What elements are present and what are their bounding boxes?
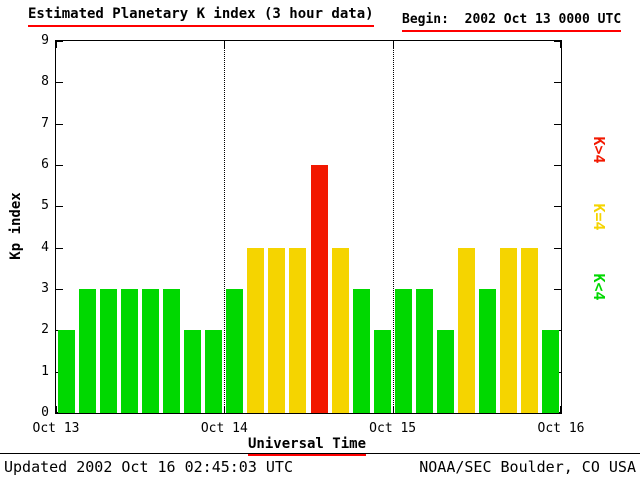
- legend-k-eq-4: K=4: [590, 203, 608, 231]
- y-tick-mark: [554, 165, 561, 166]
- kp-bar: [226, 289, 244, 413]
- y-tick-label: 7: [41, 115, 49, 131]
- kp-bar: [184, 330, 202, 413]
- y-tick-mark: [554, 41, 561, 42]
- legend-k-gt-4: K>4: [590, 136, 608, 164]
- kp-bar: [415, 289, 433, 413]
- x-tick-mark: [560, 41, 561, 48]
- x-tick-mark: [560, 406, 561, 413]
- kp-bar: [310, 165, 328, 413]
- y-tick-mark: [554, 123, 561, 125]
- kp-bar: [457, 247, 475, 413]
- kp-bar: [247, 247, 265, 413]
- begin-timestamp-label: Begin: 2002 Oct 13 0000 UTC: [402, 12, 622, 32]
- y-tick-mark: [56, 247, 63, 249]
- kp-bar: [520, 247, 538, 413]
- kp-bar: [121, 289, 139, 413]
- y-tick-mark: [56, 165, 63, 166]
- y-tick-mark: [56, 289, 63, 290]
- kp-bar: [142, 289, 160, 413]
- day-gridline: [224, 41, 226, 413]
- kp-bar: [352, 289, 370, 413]
- y-tick-mark: [56, 123, 63, 125]
- chart-title: Estimated Planetary K index (3 hour data…: [28, 6, 374, 27]
- kp-bar: [163, 289, 181, 413]
- y-tick-label: 9: [41, 33, 49, 48]
- kp-bar: [79, 289, 97, 413]
- x-tick-mark: [56, 41, 57, 48]
- day-gridline: [392, 41, 394, 413]
- y-axis-title: Kp index: [8, 192, 24, 260]
- x-tick-label: Oct 15: [369, 421, 417, 436]
- y-tick-mark: [56, 82, 63, 84]
- x-tick-label: Oct 14: [200, 421, 248, 436]
- x-tick-mark: [56, 406, 57, 413]
- kp-bar: [268, 247, 286, 413]
- y-tick-label: 3: [41, 281, 49, 296]
- y-tick-mark: [554, 289, 561, 290]
- y-tick-label: 2: [41, 322, 49, 338]
- y-tick-label: 5: [41, 198, 49, 214]
- legend-k-lt-4: K<4: [590, 273, 608, 301]
- footer-divider: [0, 453, 640, 454]
- y-tick-mark: [554, 247, 561, 249]
- plot-area: 0 1 2 3 4 5 6 7 8 9 Oct 13 Oct 14 Oct 15 Oct 16: [33, 33, 585, 436]
- x-tick-label: Oct 16: [537, 421, 585, 436]
- kp-bar: [436, 330, 454, 413]
- kp-bar: [100, 289, 118, 413]
- y-tick-label: 1: [41, 363, 49, 379]
- kp-bar: [541, 330, 559, 413]
- kp-bar: [394, 289, 412, 413]
- x-tick-label: Oct 13: [32, 421, 80, 436]
- kp-bar: [499, 247, 517, 413]
- credit-label: NOAA/SEC Boulder, CO USA: [419, 458, 636, 476]
- y-tick-mark: [56, 206, 63, 208]
- kp-bar: [478, 289, 496, 413]
- kp-bar: [331, 247, 349, 413]
- y-tick-label: 8: [41, 74, 49, 90]
- kp-bar: [58, 330, 76, 413]
- kp-bar: [373, 330, 391, 413]
- y-tick-label: 6: [41, 157, 49, 172]
- y-tick-label: 0: [41, 405, 49, 420]
- kp-bar: [289, 247, 307, 413]
- updated-timestamp: Updated 2002 Oct 16 02:45:03 UTC: [4, 458, 293, 476]
- y-tick-label: 4: [41, 239, 49, 255]
- y-tick-mark: [554, 82, 561, 84]
- x-axis-title: Universal Time: [247, 436, 367, 456]
- y-tick-mark: [56, 41, 63, 42]
- kp-bar: [205, 330, 223, 413]
- y-tick-mark: [554, 206, 561, 208]
